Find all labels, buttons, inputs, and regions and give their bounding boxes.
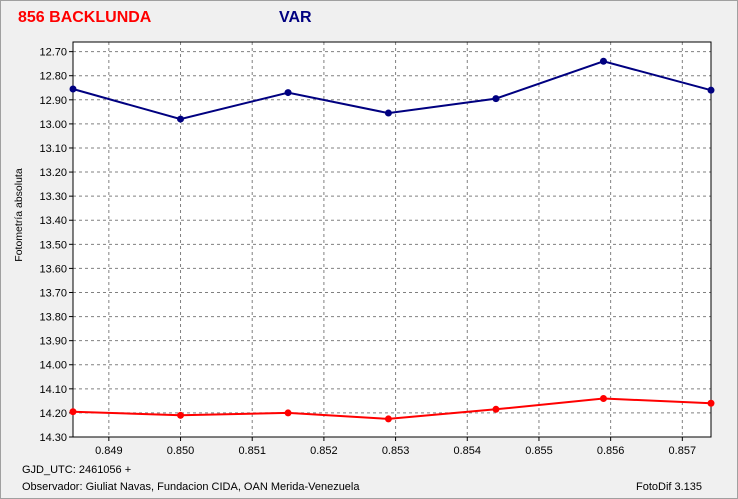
y-tick-label: 13.30 xyxy=(39,191,67,203)
y-tick-label: 14.10 xyxy=(39,384,67,396)
data-point xyxy=(284,409,292,417)
data-point xyxy=(384,415,392,423)
x-tick-label: 0.851 xyxy=(238,445,266,457)
y-tick-label: 14.20 xyxy=(39,408,67,420)
observer-credit: Observador: Giuliat Navas, Fundacion CID… xyxy=(22,481,360,493)
chart-title-object: 856 BACKLUNDA xyxy=(18,9,152,26)
data-point xyxy=(707,86,715,94)
x-tick-label: 0.849 xyxy=(95,445,123,457)
y-tick-label: 13.10 xyxy=(39,143,67,155)
y-tick-label: 12.70 xyxy=(39,47,67,59)
y-tick-label: 13.90 xyxy=(39,336,67,348)
data-point xyxy=(384,109,392,117)
y-tick-label: 13.60 xyxy=(39,263,67,275)
data-point xyxy=(599,57,607,65)
data-point xyxy=(69,85,77,93)
plot-area xyxy=(73,42,711,437)
chart-title-series: VAR xyxy=(279,9,312,26)
x-tick-label: 0.853 xyxy=(382,445,410,457)
x-axis-label: GJD_UTC: 2461056 + xyxy=(22,464,132,476)
data-point xyxy=(707,399,715,407)
x-tick-label: 0.857 xyxy=(669,445,697,457)
y-tick-label: 14.00 xyxy=(39,360,67,372)
x-tick-label: 0.852 xyxy=(310,445,338,457)
data-point xyxy=(69,408,77,416)
software-version: FotoDif 3.135 xyxy=(636,481,703,493)
y-tick-label: 12.80 xyxy=(39,71,67,83)
y-tick-label: 13.20 xyxy=(39,167,67,179)
y-tick-label: 13.80 xyxy=(39,312,67,324)
x-tick-label: 0.850 xyxy=(167,445,195,457)
plot-border xyxy=(72,41,712,438)
x-tick-label: 0.856 xyxy=(597,445,625,457)
data-point xyxy=(284,89,292,97)
y-tick-label: 13.00 xyxy=(39,119,67,131)
x-tick-label: 0.854 xyxy=(454,445,482,457)
y-tick-label: 13.70 xyxy=(39,287,67,299)
y-tick-label: 14.30 xyxy=(39,432,67,444)
data-point xyxy=(492,95,500,103)
x-tick-label: 0.855 xyxy=(525,445,553,457)
y-tick-label: 12.90 xyxy=(39,95,67,107)
data-point xyxy=(177,115,185,123)
data-point xyxy=(177,411,185,419)
y-tick-label: 13.40 xyxy=(39,215,67,227)
y-tick-label: 13.50 xyxy=(39,239,67,251)
data-point xyxy=(492,405,500,413)
data-point xyxy=(599,394,607,402)
